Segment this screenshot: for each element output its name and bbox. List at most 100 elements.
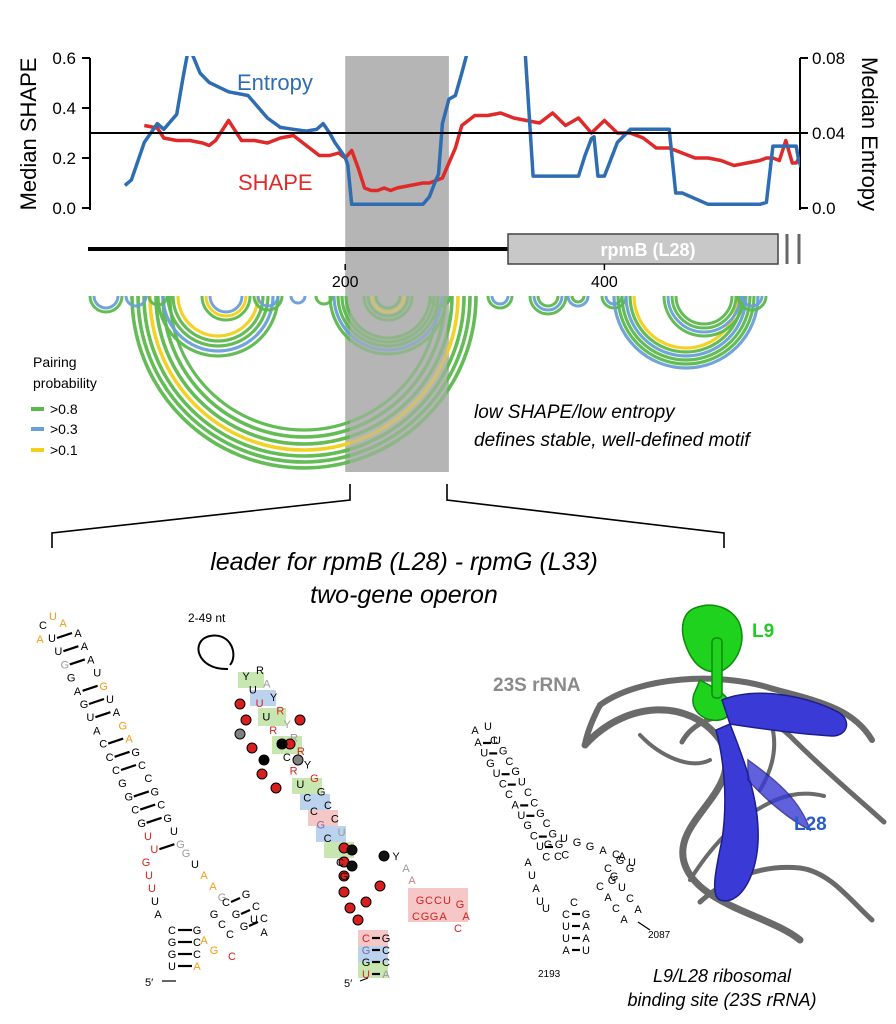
pair-highlight [238, 672, 264, 688]
pairing-arc [674, 295, 734, 326]
ribosome-structure-image: 23S rRNA L9 L28 [493, 604, 887, 944]
highlight-band-overlay [350, 296, 447, 472]
nucleotide: A [59, 618, 67, 630]
nucleotide: C [554, 851, 562, 863]
hairpin-middle-loop-label: 2-49 nt [188, 611, 226, 625]
nucleotide: U [536, 896, 544, 908]
pairing-arc [252, 295, 284, 312]
nucleotide: A [471, 725, 479, 737]
nucleotide: C [131, 805, 139, 817]
nucleotide: G [210, 945, 219, 957]
nucleotide: G [582, 909, 591, 921]
nucleotide: A [193, 961, 201, 973]
nucleotide: C [310, 806, 318, 818]
nucleotide: A [439, 911, 447, 923]
nucleotide: C [157, 800, 165, 812]
nucleotide: G [544, 839, 553, 851]
nucleotide: U [150, 844, 158, 856]
nucleotide: C [226, 929, 234, 941]
x-axis-ticks: 200 400 [332, 264, 618, 291]
nucleotide: A [620, 914, 628, 926]
base-dot [360, 896, 372, 908]
pairing-arc [490, 295, 510, 306]
nucleotide: C [505, 756, 513, 768]
zoom-bracket-left [51, 484, 351, 548]
hairpin-middle-5prime: 5′ [344, 978, 352, 990]
nucleotide: C [505, 789, 513, 801]
nucleotide: C [612, 903, 620, 915]
hairpin-middle-nucleotides: YRUAUYURRYRRCRRYUGCGCCGCCUYAACGGCGCUAGCC… [234, 665, 470, 981]
nucleotide: C [168, 925, 176, 937]
gene-box [507, 233, 779, 265]
nucleotide: A [582, 933, 590, 945]
pair-highlight [358, 946, 388, 962]
base-pair-bond [146, 816, 162, 824]
nucleotide: G [67, 673, 76, 685]
gene-label: rpmB (L28) [600, 240, 695, 260]
nucleotide: C [112, 765, 120, 777]
nucleotide: U [443, 895, 451, 907]
base-dot [352, 914, 364, 926]
base-dot [234, 698, 246, 710]
nucleotide: A [402, 863, 410, 875]
nucleotide: C [362, 933, 370, 945]
nucleotide: C [434, 895, 442, 907]
pair-highlight [250, 690, 276, 706]
nucleotide: G [416, 895, 425, 907]
nucleotide: C [543, 818, 551, 830]
base-dot [276, 738, 288, 750]
hairpin-middle-highlights [238, 672, 468, 978]
caption-line1: L9/L28 ribosomal [653, 966, 792, 986]
nucleotide: A [209, 881, 217, 893]
nucleotide: U [148, 883, 156, 895]
nucleotide: G [340, 871, 349, 883]
nucleotide: U [628, 857, 636, 869]
legend-label-yellow: >0.1 [50, 442, 78, 458]
rrna-number-2087: 2087 [648, 930, 671, 941]
pairing-arc [528, 295, 568, 316]
nucleotide: A [87, 654, 95, 666]
gene-track: rpmB (L28) 200 400 [88, 233, 801, 291]
legend-label-blue: >0.3 [50, 421, 78, 437]
nucleotide: U [48, 633, 56, 645]
right-y-tick-label: 0.04 [812, 124, 845, 143]
nucleotide: C [193, 949, 201, 961]
nucleotide: G [430, 911, 439, 923]
nucleotide: G [549, 829, 558, 841]
nucleotide: G [616, 855, 625, 867]
right-y-ticks: 0.0 0.04 0.08 [800, 49, 845, 218]
nucleotide: A [263, 679, 271, 691]
nucleotide: R [256, 665, 264, 677]
pairing-arc [92, 295, 120, 310]
base-dot [246, 742, 258, 754]
pairing-arc [486, 295, 514, 310]
series-layer [123, 56, 800, 207]
series-line-shape [143, 111, 800, 193]
right-y-axis-label: Median Entropy [857, 57, 882, 211]
left-y-axis-label: Median SHAPE [16, 58, 41, 211]
base-dot [258, 754, 270, 766]
nucleotide: Y [242, 671, 250, 683]
nucleotide: A [113, 707, 121, 719]
base-pair-bond [56, 631, 73, 640]
nucleotide: Y [304, 760, 312, 772]
nucleotide: C [324, 833, 332, 845]
line-plot: 0.0 0.2 0.4 0.6 0.0 0.04 0.08 Median SHAPE Me… [16, 49, 882, 472]
nucleotide: G [125, 791, 134, 803]
nucleotide: C [228, 951, 236, 963]
left-y-ticks: 0.0 0.2 0.4 0.6 [52, 49, 90, 218]
nucleotide: A [408, 875, 416, 887]
nucleotide: C [412, 911, 420, 923]
nucleotide: G [137, 818, 146, 830]
structure-label-l9: L9 [752, 621, 774, 642]
base-pair-bond [88, 697, 105, 706]
nucleotide: C [612, 849, 620, 861]
pairing-arc [624, 295, 748, 358]
nucleotide: G [486, 758, 495, 770]
nucleotide: C [324, 800, 332, 812]
nucleotide: G [99, 681, 108, 693]
pairing-arc [662, 295, 746, 338]
nucleotide: A [512, 799, 520, 811]
nucleotide: R [269, 725, 277, 737]
